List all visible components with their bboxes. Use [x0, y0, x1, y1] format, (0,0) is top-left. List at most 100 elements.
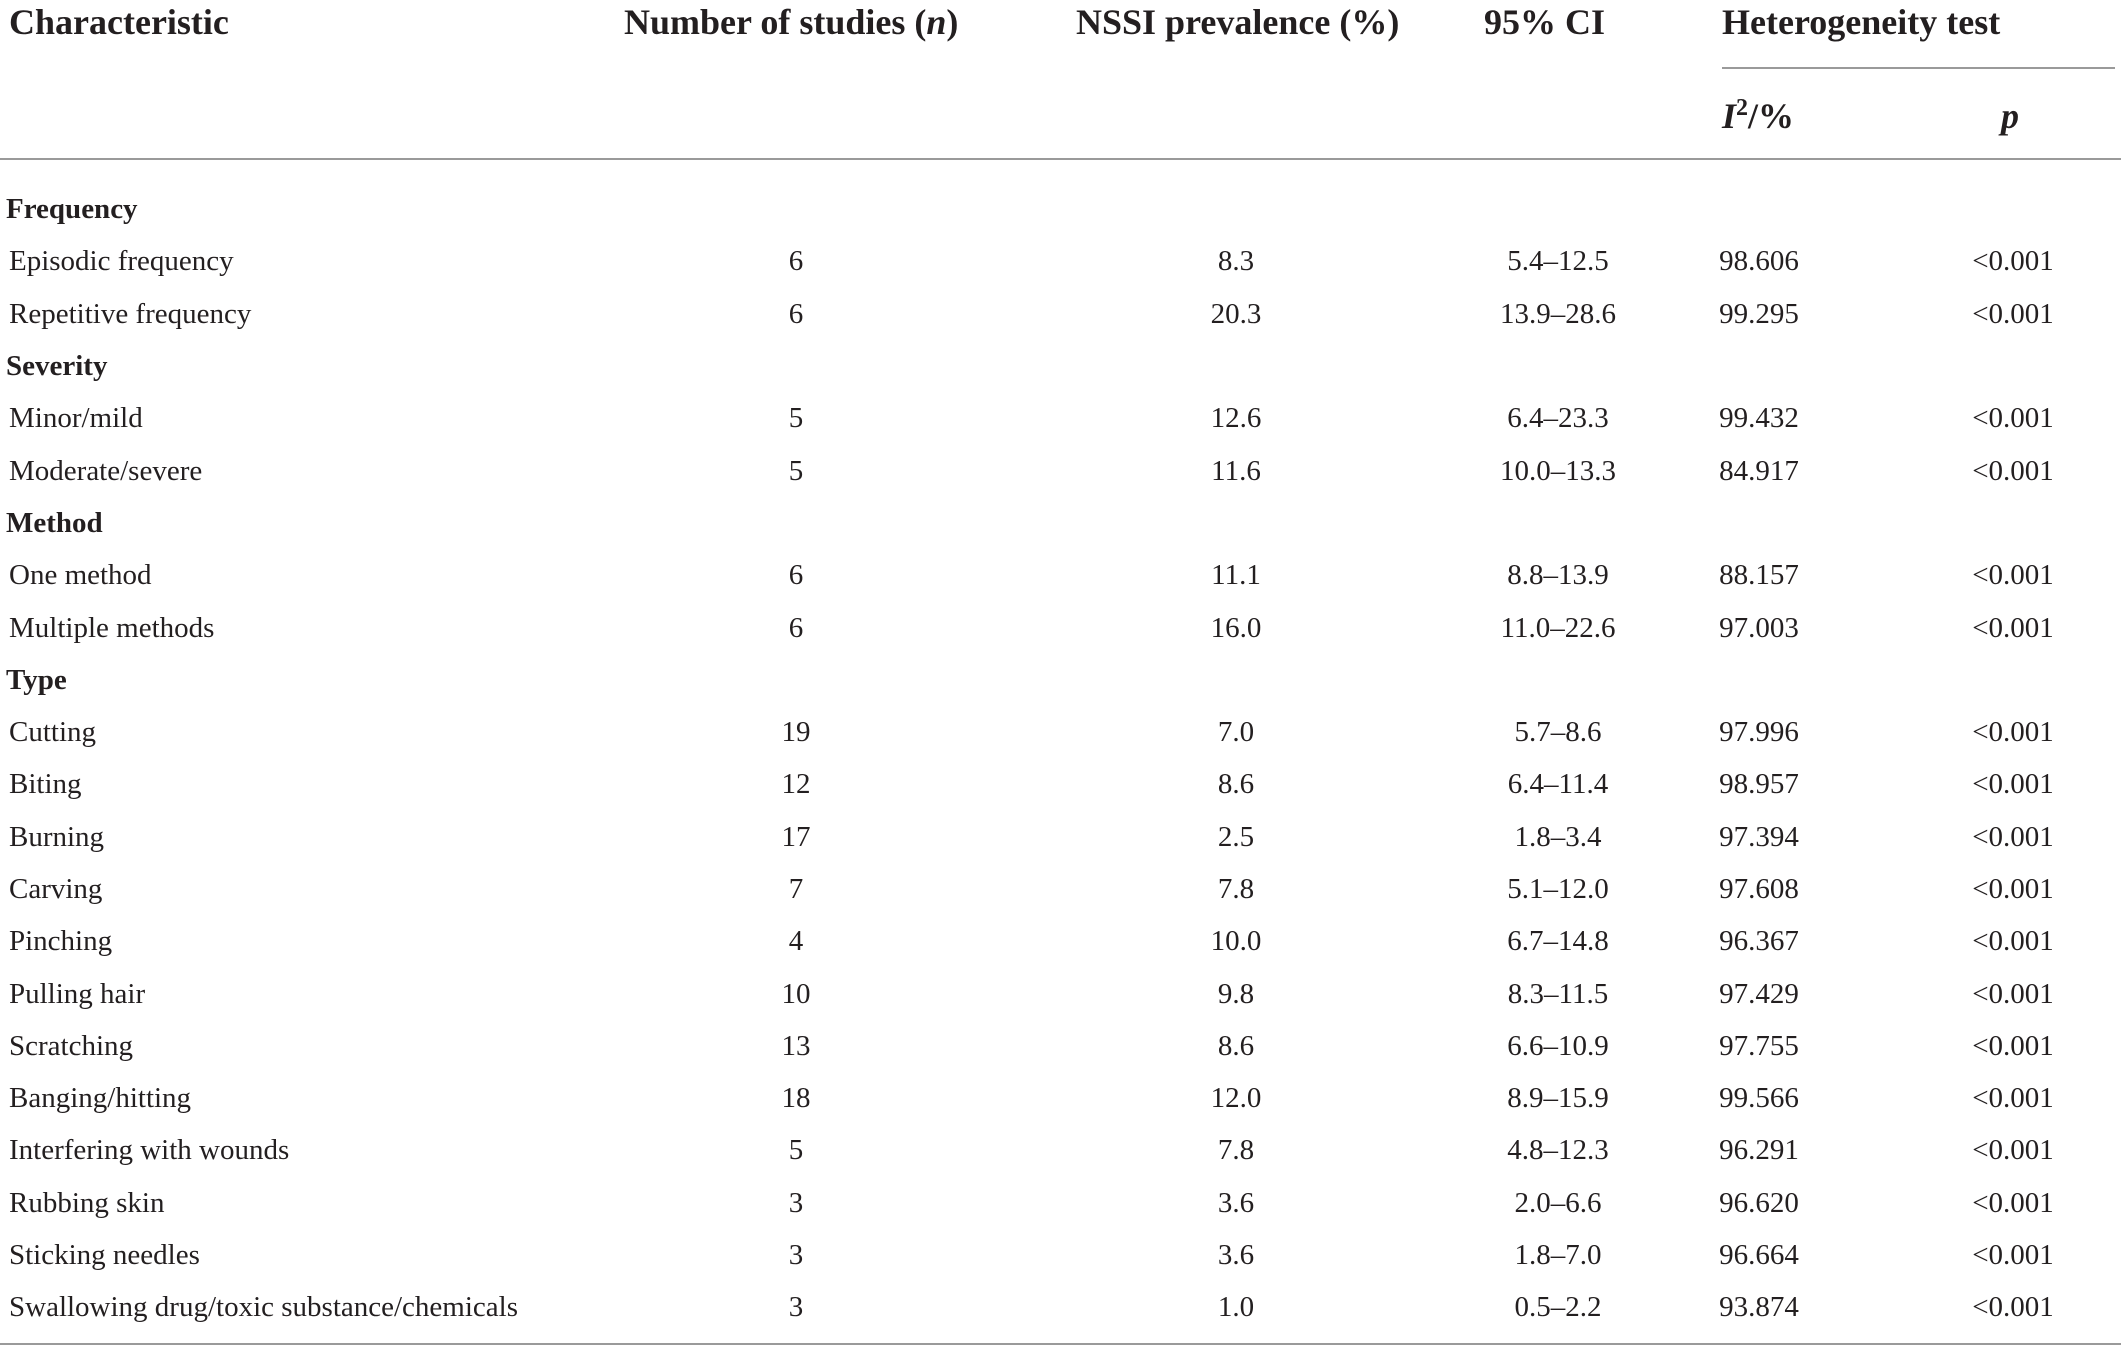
row-label: One method [9, 559, 152, 592]
row-label: Swallowing drug/toxic substance/chemical… [9, 1291, 519, 1324]
header-number-of-studies-var: n [926, 2, 947, 42]
cell-p-value: <0.001 [1972, 611, 2054, 644]
cell-i-squared: 99.295 [1719, 297, 1799, 330]
cell-95-ci: 8.8–13.9 [1507, 559, 1609, 592]
cell-p-value: <0.001 [1972, 873, 2054, 905]
header-characteristic: Characteristic [9, 2, 229, 42]
row-label: Rubbing skin [9, 1186, 165, 1219]
cell-95-ci: 5.1–12.0 [1507, 873, 1609, 905]
cell-95-ci: 6.7–14.8 [1507, 925, 1609, 958]
header-number-of-studies: Number of studies (n) [624, 2, 958, 42]
cell-p-value: <0.001 [1972, 977, 2054, 1010]
header-bottom-rule [0, 158, 2121, 160]
table-row: Sticking needles 3 3.6 1.8–7.0 96.664 <0.001 [0, 1229, 2121, 1281]
row-label: Episodic frequency [9, 245, 234, 278]
row-label: Multiple methods [9, 611, 215, 644]
cell-95-ci: 6.6–10.9 [1507, 1029, 1609, 1062]
cell-95-ci: 11.0–22.6 [1500, 611, 1616, 644]
cell-95-ci: 13.9–28.6 [1500, 297, 1616, 330]
group-row: Severity [0, 340, 2121, 392]
cell-i-squared: 96.367 [1719, 925, 1799, 958]
row-label: Sticking needles [9, 1239, 200, 1272]
cell-number-of-studies: 6 [788, 559, 804, 592]
cell-i-squared: 98.606 [1719, 245, 1799, 278]
header-i-squared-suffix: /% [1748, 96, 1795, 136]
cell-nssi-prevalence: 16.0 [1210, 611, 1262, 644]
cell-number-of-studies: 3 [788, 1186, 804, 1219]
cell-p-value: <0.001 [1972, 1029, 2054, 1062]
cell-number-of-studies: 7 [788, 873, 804, 905]
cell-i-squared: 97.608 [1719, 873, 1799, 905]
cell-nssi-prevalence: 3.6 [1217, 1239, 1255, 1272]
cell-i-squared: 96.664 [1719, 1239, 1799, 1272]
cell-95-ci: 5.4–12.5 [1507, 245, 1609, 278]
table-row: Pinching 4 10.0 6.7–14.8 96.367 <0.001 [0, 915, 2121, 967]
cell-number-of-studies: 6 [788, 297, 804, 330]
cell-nssi-prevalence: 8.3 [1217, 245, 1255, 278]
cell-nssi-prevalence: 11.1 [1211, 559, 1261, 592]
table-row: Pulling hair 10 9.8 8.3–11.5 97.429 <0.001 [0, 967, 2121, 1019]
row-label: Cutting [9, 716, 97, 749]
group-label: Type [6, 663, 67, 696]
cell-i-squared: 98.957 [1719, 768, 1799, 801]
cell-i-squared: 99.566 [1719, 1082, 1799, 1115]
row-label: Pulling hair [9, 977, 146, 1010]
table-row: Rubbing skin 3 3.6 2.0–6.6 96.620 <0.001 [0, 1177, 2121, 1229]
cell-nssi-prevalence: 20.3 [1210, 297, 1262, 330]
group-row: Method [0, 497, 2121, 549]
cell-95-ci: 5.7–8.6 [1514, 716, 1602, 749]
table-row: Episodic frequency 6 8.3 5.4–12.5 98.606 <0.0… [0, 235, 2121, 287]
cell-95-ci: 8.9–15.9 [1507, 1082, 1609, 1115]
cell-number-of-studies: 10 [781, 977, 811, 1010]
cell-p-value: <0.001 [1972, 559, 2054, 592]
cell-number-of-studies: 17 [781, 820, 811, 853]
cell-p-value: <0.001 [1972, 297, 2054, 330]
cell-95-ci: 8.3–11.5 [1507, 977, 1609, 1010]
header-i-squared: I2/% [1722, 96, 1794, 136]
cell-number-of-studies: 12 [781, 768, 811, 801]
cell-nssi-prevalence: 12.6 [1210, 402, 1262, 435]
cell-i-squared: 96.620 [1719, 1186, 1799, 1219]
cell-95-ci: 10.0–13.3 [1500, 454, 1616, 487]
row-label: Pinching [9, 925, 113, 958]
cell-i-squared: 96.291 [1719, 1134, 1799, 1167]
cell-nssi-prevalence: 8.6 [1217, 768, 1255, 801]
cell-95-ci: 0.5–2.2 [1514, 1291, 1602, 1324]
table-row: Repetitive frequency 6 20.3 13.9–28.6 99.295… [0, 288, 2121, 340]
cell-i-squared: 97.394 [1719, 820, 1799, 853]
cell-number-of-studies: 4 [788, 925, 804, 958]
table-row: Biting 12 8.6 6.4–11.4 98.957 <0.001 [0, 758, 2121, 810]
row-label: Minor/mild [9, 402, 143, 435]
cell-i-squared: 97.003 [1719, 611, 1799, 644]
cell-nssi-prevalence: 2.5 [1217, 820, 1255, 853]
table-row: Burning 17 2.5 1.8–3.4 97.394 <0.001 [0, 811, 2121, 863]
cell-nssi-prevalence: 1.0 [1217, 1291, 1255, 1324]
cell-95-ci: 1.8–3.4 [1514, 820, 1602, 853]
cell-number-of-studies: 5 [788, 454, 804, 487]
cell-p-value: <0.001 [1972, 768, 2054, 801]
table-row: Multiple methods 6 16.0 11.0–22.6 97.003 <0.0… [0, 601, 2121, 653]
row-label: Scratching [9, 1029, 134, 1062]
cell-number-of-studies: 5 [788, 1134, 804, 1167]
cell-p-value: <0.001 [1972, 716, 2054, 749]
cell-p-value: <0.001 [1972, 1186, 2054, 1219]
cell-p-value: <0.001 [1972, 1291, 2054, 1324]
cell-95-ci: 2.0–6.6 [1514, 1186, 1602, 1219]
header-i-squared-var: I [1722, 96, 1737, 136]
cell-number-of-studies: 5 [788, 402, 804, 435]
group-label: Frequency [6, 193, 138, 226]
cell-95-ci: 6.4–23.3 [1507, 402, 1609, 435]
cell-95-ci: 6.4–11.4 [1507, 768, 1609, 801]
cell-nssi-prevalence: 3.6 [1217, 1186, 1255, 1219]
cell-nssi-prevalence: 12.0 [1210, 1082, 1262, 1115]
cell-p-value: <0.001 [1972, 402, 2054, 435]
cell-nssi-prevalence: 10.0 [1210, 925, 1262, 958]
cell-i-squared: 93.874 [1719, 1291, 1799, 1324]
heterogeneity-subheader-rule [1722, 67, 2115, 69]
header-number-of-studies-prefix: Number of studies ( [624, 2, 927, 42]
cell-number-of-studies: 3 [788, 1291, 804, 1324]
cell-p-value: <0.001 [1972, 820, 2054, 853]
row-label: Banging/hitting [9, 1082, 192, 1115]
cell-p-value: <0.001 [1972, 245, 2054, 278]
